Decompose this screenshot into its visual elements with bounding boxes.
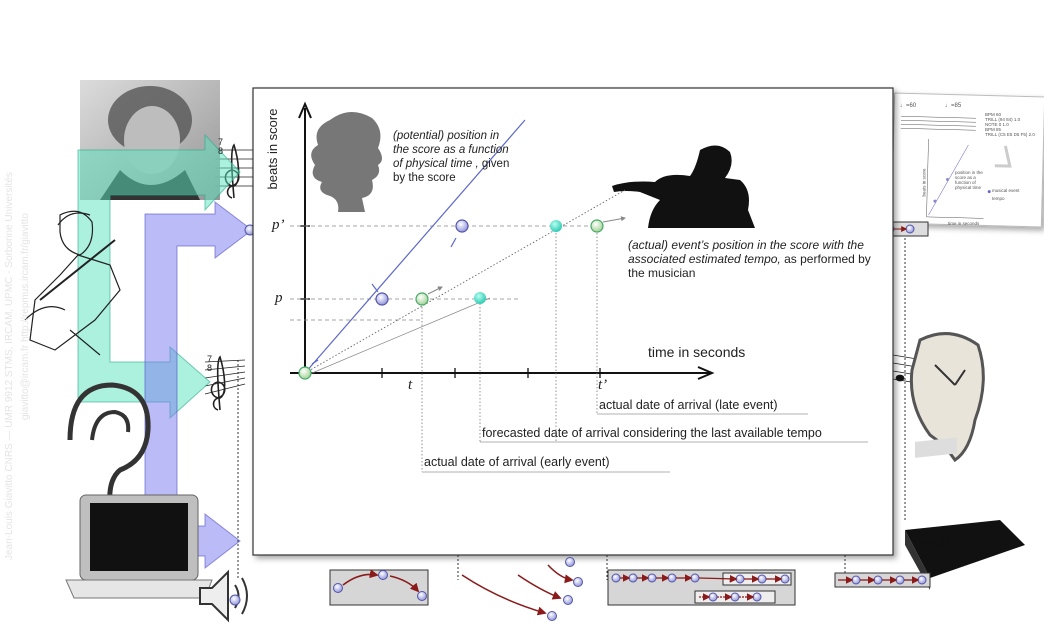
laptop [65, 494, 213, 599]
bottom-box-1 [329, 569, 429, 606]
late-arrival-caption: actual date of arrival (late event) [599, 398, 778, 412]
actual-note-italic: (actual) event’s position in the score w… [628, 238, 864, 266]
y-axis-label: beats in score [265, 108, 280, 190]
event-dot [229, 594, 241, 606]
actual-note: (actual) event’s position in the score w… [628, 238, 878, 280]
inset-legend: musical event [992, 188, 1020, 193]
program-line: TRILL (94 84) 1.0 [985, 117, 1021, 122]
inset-tempo: ♩=85 [945, 103, 962, 109]
alarm-clock [905, 437, 1025, 590]
bottom-box-2 [607, 569, 796, 606]
potential-note-italic: (potential) position in the score as a f… [393, 130, 509, 170]
potential-note: (potential) position in the score as a f… [393, 129, 515, 185]
time-signature-top: 7 [207, 354, 213, 364]
inset-program: BPM 60 TRILL (94 84) 1.0 NOTE 0 1.0 BPM … [985, 112, 1035, 137]
time-signature-top: 7 [218, 137, 224, 147]
connectors [237, 230, 906, 580]
p-label: p [275, 290, 283, 306]
t-prime-label: t’ [598, 377, 608, 393]
early-arrival-caption: actual date of arrival (early event) [424, 455, 610, 469]
tempo-arrows [427, 216, 626, 295]
t-label: t [408, 377, 413, 393]
program-line: NOTE 0 1.0 [985, 122, 1009, 127]
watermark: giavitto@ircam.fr http://repmus.ircam.fr… [20, 213, 31, 420]
bottom-box-3 [834, 572, 931, 588]
forecast-arrival-caption: forecasted date of arrival considering t… [482, 426, 822, 440]
axes [290, 101, 715, 380]
program-line: TRILL (C5 E5 D5 F5) 2.0 [985, 132, 1035, 137]
violinist-sketch [24, 210, 121, 356]
program-line: BPM 85 [985, 127, 1002, 132]
inset-tempo: ♩=60 [900, 103, 917, 109]
inset-legend: tempo [992, 196, 1005, 201]
melting-clock [909, 332, 985, 463]
actual-note-plain: as performed by the musician [628, 252, 871, 280]
inset-note: position in the score as a function of p… [955, 170, 983, 190]
speaker [199, 569, 248, 623]
caption-underlines [422, 413, 868, 473]
events [298, 219, 604, 380]
time-signature-bottom: 8 [207, 363, 213, 373]
potential-note-plain: given by the score [393, 158, 510, 184]
violinist-silhouette [612, 145, 755, 228]
p-prime-label: p’ [272, 217, 285, 233]
drop-lines [421, 226, 598, 472]
time-signature-bottom: 8 [218, 146, 224, 156]
score-line [304, 119, 526, 374]
bottom-free-events [461, 557, 583, 621]
composer-silhouette [311, 111, 382, 212]
inset-x-label: time in seconds [948, 221, 980, 226]
tempo-ticks [311, 237, 457, 365]
tempo-line [304, 297, 491, 377]
x-axis-label: time in seconds [648, 344, 746, 360]
program-line: BPM 60 [985, 112, 1002, 117]
watermark: Jean-Louis Giavitto CNRS — UMR 9912 STMS… [4, 172, 15, 560]
inset-panel [890, 92, 1044, 228]
inset-y-label: beats in score [921, 168, 927, 197]
